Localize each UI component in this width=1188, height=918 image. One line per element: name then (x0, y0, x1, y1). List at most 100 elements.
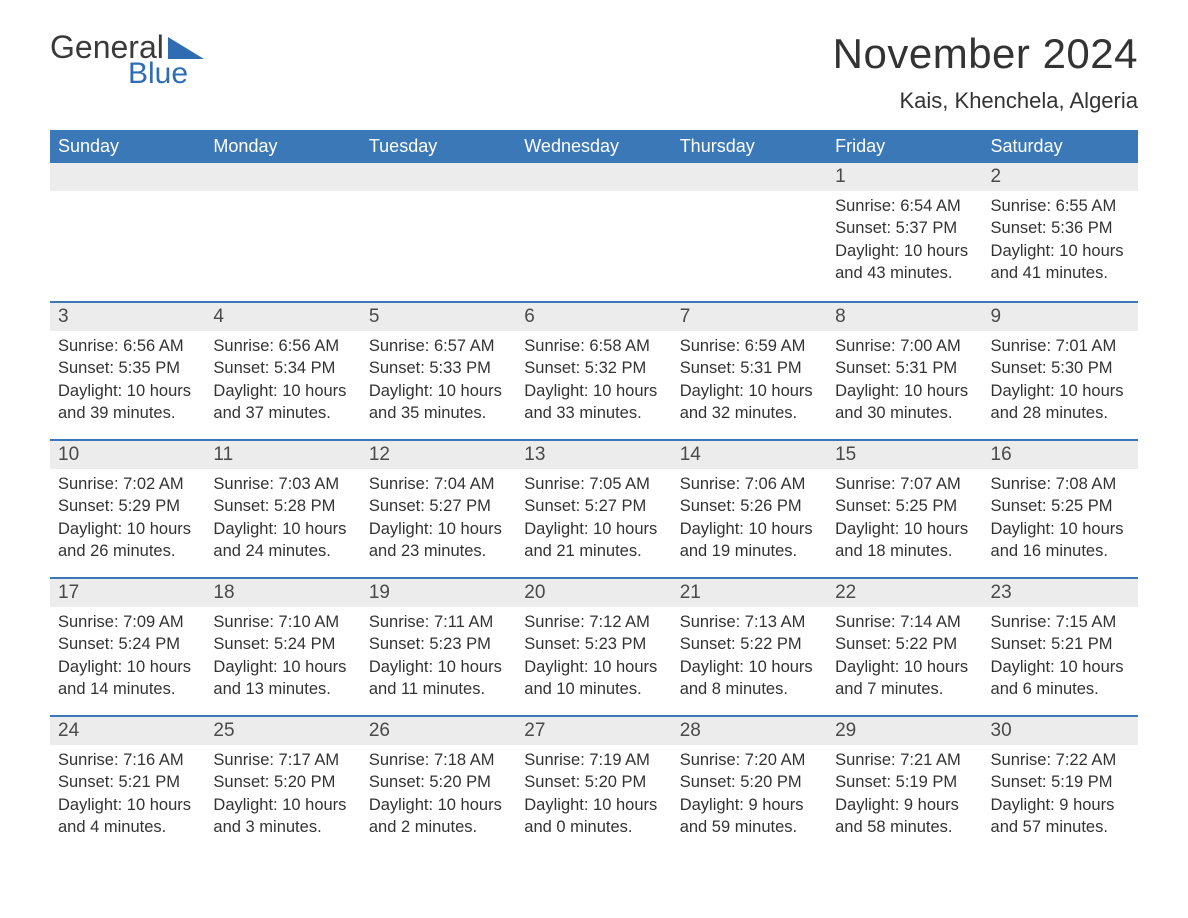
day-number: 30 (983, 715, 1138, 745)
sunrise-line: Sunrise: 7:01 AM (991, 335, 1130, 357)
day-body: Sunrise: 7:13 AMSunset: 5:22 PMDaylight:… (672, 607, 827, 706)
location: Kais, Khenchela, Algeria (833, 88, 1138, 114)
day-number: 2 (983, 163, 1138, 191)
calendar-cell: 20Sunrise: 7:12 AMSunset: 5:23 PMDayligh… (516, 577, 671, 715)
day-number-blank (205, 163, 360, 191)
sunset-line: Sunset: 5:23 PM (369, 633, 508, 655)
daylight-line: Daylight: 10 hours and 30 minutes. (835, 380, 974, 425)
sunset-line: Sunset: 5:27 PM (369, 495, 508, 517)
calendar-cell: 30Sunrise: 7:22 AMSunset: 5:19 PMDayligh… (983, 715, 1138, 853)
day-number: 26 (361, 715, 516, 745)
day-body: Sunrise: 6:58 AMSunset: 5:32 PMDaylight:… (516, 331, 671, 430)
day-body: Sunrise: 7:16 AMSunset: 5:21 PMDaylight:… (50, 745, 205, 844)
sunset-line: Sunset: 5:30 PM (991, 357, 1130, 379)
day-body: Sunrise: 7:14 AMSunset: 5:22 PMDaylight:… (827, 607, 982, 706)
day-body: Sunrise: 7:20 AMSunset: 5:20 PMDaylight:… (672, 745, 827, 844)
calendar-cell: 29Sunrise: 7:21 AMSunset: 5:19 PMDayligh… (827, 715, 982, 853)
daylight-line: Daylight: 10 hours and 4 minutes. (58, 794, 197, 839)
sunset-line: Sunset: 5:21 PM (58, 771, 197, 793)
daylight-line: Daylight: 10 hours and 28 minutes. (991, 380, 1130, 425)
day-body: Sunrise: 6:56 AMSunset: 5:34 PMDaylight:… (205, 331, 360, 430)
daylight-line: Daylight: 10 hours and 11 minutes. (369, 656, 508, 701)
day-body: Sunrise: 7:07 AMSunset: 5:25 PMDaylight:… (827, 469, 982, 568)
daylight-line: Daylight: 10 hours and 41 minutes. (991, 240, 1130, 285)
day-number: 11 (205, 439, 360, 469)
sunset-line: Sunset: 5:20 PM (213, 771, 352, 793)
daylight-line: Daylight: 10 hours and 8 minutes. (680, 656, 819, 701)
day-body: Sunrise: 7:02 AMSunset: 5:29 PMDaylight:… (50, 469, 205, 568)
calendar-cell: 19Sunrise: 7:11 AMSunset: 5:23 PMDayligh… (361, 577, 516, 715)
sunset-line: Sunset: 5:28 PM (213, 495, 352, 517)
day-number: 5 (361, 301, 516, 331)
calendar-table: SundayMondayTuesdayWednesdayThursdayFrid… (50, 130, 1138, 853)
page-header: General Blue November 2024 Kais, Khenche… (50, 30, 1138, 120)
calendar-cell: 7Sunrise: 6:59 AMSunset: 5:31 PMDaylight… (672, 301, 827, 439)
daylight-line: Daylight: 10 hours and 33 minutes. (524, 380, 663, 425)
sunrise-line: Sunrise: 7:00 AM (835, 335, 974, 357)
day-body: Sunrise: 7:04 AMSunset: 5:27 PMDaylight:… (361, 469, 516, 568)
calendar-cell: 26Sunrise: 7:18 AMSunset: 5:20 PMDayligh… (361, 715, 516, 853)
calendar-cell: 2Sunrise: 6:55 AMSunset: 5:36 PMDaylight… (983, 163, 1138, 301)
calendar-cell: 27Sunrise: 7:19 AMSunset: 5:20 PMDayligh… (516, 715, 671, 853)
weekday-header: Tuesday (361, 130, 516, 163)
day-body: Sunrise: 7:06 AMSunset: 5:26 PMDaylight:… (672, 469, 827, 568)
day-number-blank (516, 163, 671, 191)
sunset-line: Sunset: 5:23 PM (524, 633, 663, 655)
sunset-line: Sunset: 5:29 PM (58, 495, 197, 517)
day-number: 17 (50, 577, 205, 607)
daylight-line: Daylight: 10 hours and 23 minutes. (369, 518, 508, 563)
day-number: 13 (516, 439, 671, 469)
sunrise-line: Sunrise: 6:57 AM (369, 335, 508, 357)
calendar-cell: 8Sunrise: 7:00 AMSunset: 5:31 PMDaylight… (827, 301, 982, 439)
calendar-cell: 11Sunrise: 7:03 AMSunset: 5:28 PMDayligh… (205, 439, 360, 577)
day-body: Sunrise: 7:11 AMSunset: 5:23 PMDaylight:… (361, 607, 516, 706)
day-number: 19 (361, 577, 516, 607)
logo-text-2: Blue (128, 57, 188, 90)
calendar-cell: 12Sunrise: 7:04 AMSunset: 5:27 PMDayligh… (361, 439, 516, 577)
sunset-line: Sunset: 5:37 PM (835, 217, 974, 239)
sunset-line: Sunset: 5:32 PM (524, 357, 663, 379)
sunset-line: Sunset: 5:35 PM (58, 357, 197, 379)
sunrise-line: Sunrise: 7:11 AM (369, 611, 508, 633)
day-body: Sunrise: 7:21 AMSunset: 5:19 PMDaylight:… (827, 745, 982, 844)
calendar-cell-blank (516, 163, 671, 301)
daylight-line: Daylight: 10 hours and 21 minutes. (524, 518, 663, 563)
day-number: 20 (516, 577, 671, 607)
daylight-line: Daylight: 9 hours and 58 minutes. (835, 794, 974, 839)
daylight-line: Daylight: 10 hours and 35 minutes. (369, 380, 508, 425)
weekday-header: Sunday (50, 130, 205, 163)
calendar-cell-blank (361, 163, 516, 301)
sunrise-line: Sunrise: 6:56 AM (58, 335, 197, 357)
calendar-cell: 10Sunrise: 7:02 AMSunset: 5:29 PMDayligh… (50, 439, 205, 577)
daylight-line: Daylight: 10 hours and 14 minutes. (58, 656, 197, 701)
day-number: 29 (827, 715, 982, 745)
sunrise-line: Sunrise: 6:55 AM (991, 195, 1130, 217)
calendar-week-row: 3Sunrise: 6:56 AMSunset: 5:35 PMDaylight… (50, 301, 1138, 439)
day-number: 15 (827, 439, 982, 469)
calendar-cell: 28Sunrise: 7:20 AMSunset: 5:20 PMDayligh… (672, 715, 827, 853)
calendar-week-row: 1Sunrise: 6:54 AMSunset: 5:37 PMDaylight… (50, 163, 1138, 301)
sunset-line: Sunset: 5:19 PM (835, 771, 974, 793)
day-body: Sunrise: 7:12 AMSunset: 5:23 PMDaylight:… (516, 607, 671, 706)
sunrise-line: Sunrise: 7:08 AM (991, 473, 1130, 495)
daylight-line: Daylight: 10 hours and 10 minutes. (524, 656, 663, 701)
sunrise-line: Sunrise: 6:58 AM (524, 335, 663, 357)
day-body: Sunrise: 7:03 AMSunset: 5:28 PMDaylight:… (205, 469, 360, 568)
logo: General Blue (50, 30, 204, 87)
sunrise-line: Sunrise: 7:05 AM (524, 473, 663, 495)
sunrise-line: Sunrise: 7:12 AM (524, 611, 663, 633)
sunset-line: Sunset: 5:19 PM (991, 771, 1130, 793)
day-body: Sunrise: 6:56 AMSunset: 5:35 PMDaylight:… (50, 331, 205, 430)
calendar-week-row: 17Sunrise: 7:09 AMSunset: 5:24 PMDayligh… (50, 577, 1138, 715)
sunrise-line: Sunrise: 7:14 AM (835, 611, 974, 633)
sunrise-line: Sunrise: 7:07 AM (835, 473, 974, 495)
day-body: Sunrise: 6:55 AMSunset: 5:36 PMDaylight:… (983, 191, 1138, 290)
sunset-line: Sunset: 5:21 PM (991, 633, 1130, 655)
day-body: Sunrise: 6:57 AMSunset: 5:33 PMDaylight:… (361, 331, 516, 430)
daylight-line: Daylight: 10 hours and 37 minutes. (213, 380, 352, 425)
calendar-week-row: 24Sunrise: 7:16 AMSunset: 5:21 PMDayligh… (50, 715, 1138, 853)
sunrise-line: Sunrise: 7:21 AM (835, 749, 974, 771)
day-body: Sunrise: 6:54 AMSunset: 5:37 PMDaylight:… (827, 191, 982, 290)
calendar-cell: 14Sunrise: 7:06 AMSunset: 5:26 PMDayligh… (672, 439, 827, 577)
sunrise-line: Sunrise: 7:03 AM (213, 473, 352, 495)
